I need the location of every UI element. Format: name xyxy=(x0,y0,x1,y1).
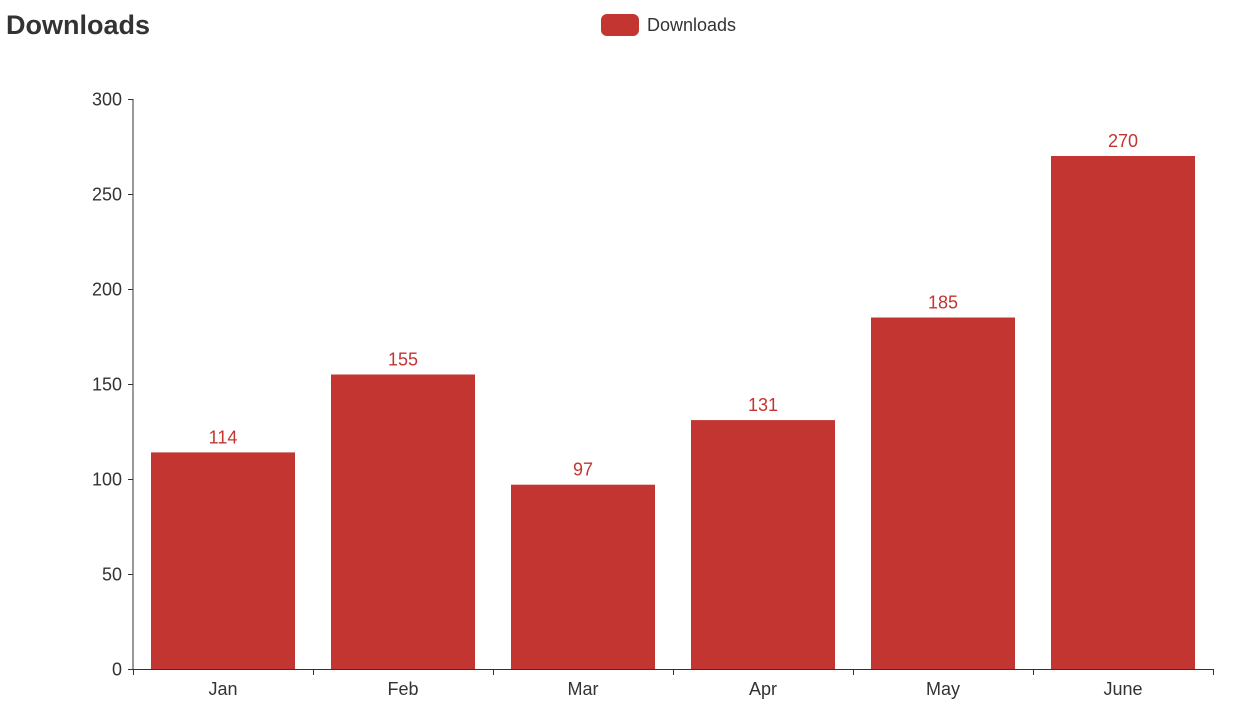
bar xyxy=(331,374,475,669)
bar xyxy=(511,484,655,669)
y-tick-label: 100 xyxy=(92,470,122,490)
legend-swatch-icon xyxy=(601,14,639,36)
chart-title: Downloads xyxy=(6,10,151,40)
y-tick-label: 250 xyxy=(92,185,122,205)
bar xyxy=(1051,156,1195,669)
bar xyxy=(691,420,835,669)
y-tick-label: 50 xyxy=(102,565,122,585)
x-tick-label: May xyxy=(926,679,960,699)
data-label: 270 xyxy=(1108,131,1138,151)
data-label: 185 xyxy=(928,293,958,313)
bar xyxy=(151,452,295,669)
data-label: 97 xyxy=(573,460,593,480)
x-tick-label: June xyxy=(1103,679,1142,699)
x-tick-label: Apr xyxy=(749,679,777,699)
y-tick-label: 200 xyxy=(92,280,122,300)
y-tick-label: 150 xyxy=(92,375,122,395)
y-tick-label: 0 xyxy=(112,660,122,680)
x-tick-label: Mar xyxy=(568,679,599,699)
x-tick-label: Feb xyxy=(387,679,418,699)
bar xyxy=(871,317,1015,669)
x-tick-label: Jan xyxy=(208,679,237,699)
y-tick-label: 300 xyxy=(92,90,122,110)
data-label: 155 xyxy=(388,350,418,370)
legend-label: Downloads xyxy=(647,14,737,35)
data-label: 131 xyxy=(748,395,778,415)
legend[interactable]: Downloads xyxy=(601,14,736,36)
data-label: 114 xyxy=(209,427,238,447)
